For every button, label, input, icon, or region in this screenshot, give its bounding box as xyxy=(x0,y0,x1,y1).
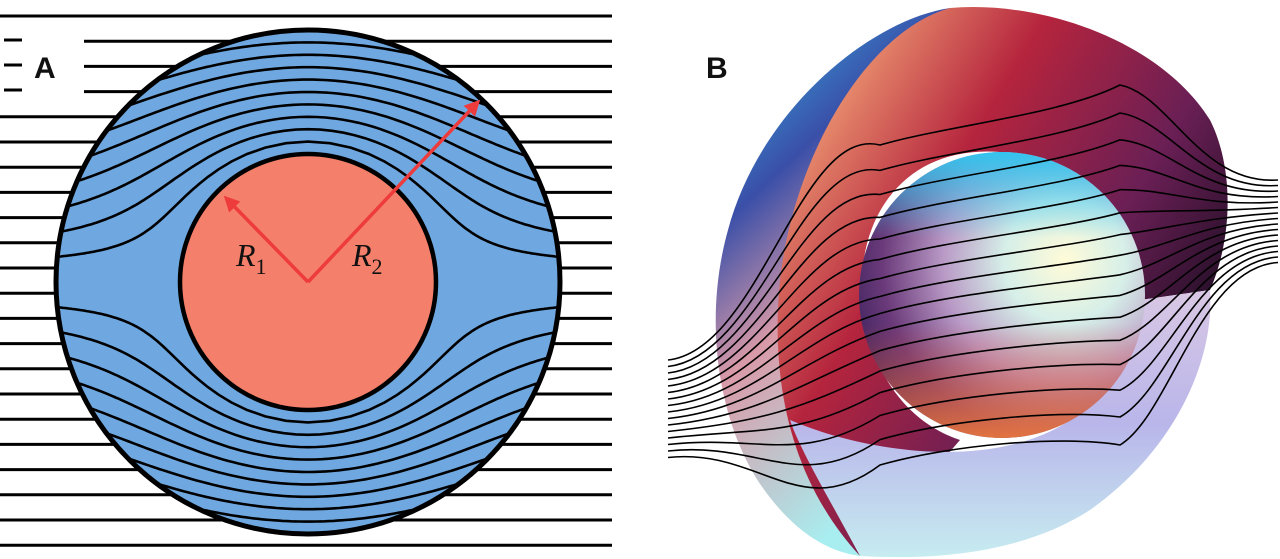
panel-a-label: A xyxy=(34,52,56,85)
radius-r1-subscript: 1 xyxy=(256,254,267,279)
shell-field-line xyxy=(56,431,560,486)
shell-field-line xyxy=(56,331,560,437)
shell-outer-surface xyxy=(715,8,950,556)
flow-line xyxy=(667,245,1279,439)
flow-line xyxy=(667,239,1279,433)
shell-field-line xyxy=(56,103,560,183)
panel-b: B xyxy=(667,6,1279,558)
cloak-shell-outline xyxy=(53,27,563,537)
flow-line xyxy=(667,164,1279,381)
flow-line xyxy=(667,228,1279,420)
flow-line xyxy=(667,234,1279,426)
shell-field-line xyxy=(56,90,560,158)
panel-a-label-dashes xyxy=(4,38,22,92)
shell-field-line xyxy=(56,78,560,133)
flow-line xyxy=(667,250,1279,446)
flow-line xyxy=(667,188,1279,387)
flow-line xyxy=(667,212,1279,400)
shell-field-line xyxy=(56,305,560,424)
shell-field-line xyxy=(56,140,560,259)
radius-r1-symbol: R xyxy=(235,237,256,273)
panel-b-field-lines xyxy=(667,84,1279,489)
shell-field-line xyxy=(56,127,560,233)
shell-field-line xyxy=(56,381,560,461)
flow-line xyxy=(667,261,1279,489)
panel-a: A R1 R2 xyxy=(0,14,612,547)
shell-field-line xyxy=(56,356,560,449)
radius-r2-subscript: 2 xyxy=(372,254,383,279)
flow-line xyxy=(667,84,1279,361)
flow-line xyxy=(667,206,1279,394)
radius-r2-symbol: R xyxy=(351,237,372,273)
flow-line xyxy=(667,256,1279,466)
shell-field-line xyxy=(56,115,560,208)
shell-field-line xyxy=(56,406,560,474)
radius-r1-label: R1 xyxy=(235,237,267,279)
shell-lower-surface xyxy=(790,290,1211,558)
radius-r1-arrow xyxy=(223,195,310,284)
shell-inner-surface xyxy=(777,6,1228,557)
flow-line xyxy=(667,223,1279,413)
radius-r2-arrow xyxy=(306,99,481,284)
radius-r2-label: R2 xyxy=(351,237,383,279)
flow-line xyxy=(667,112,1279,368)
flow-line xyxy=(667,138,1279,374)
flow-line xyxy=(667,217,1279,407)
panel-b-label: B xyxy=(706,52,728,85)
